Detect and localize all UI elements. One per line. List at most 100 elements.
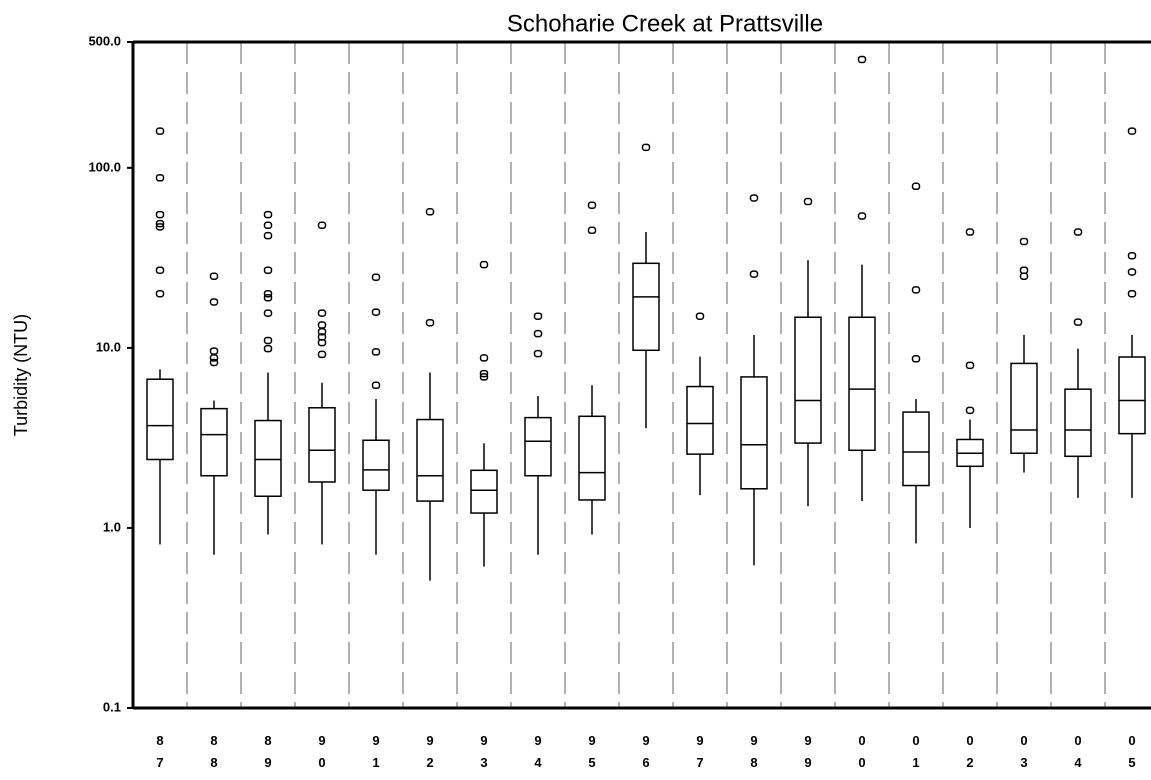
outlier (695, 312, 705, 320)
outlier (155, 210, 165, 219)
outlier (155, 127, 165, 135)
x-tick-label: 04 (1074, 733, 1082, 770)
outlier (263, 231, 273, 240)
box (254, 419, 282, 497)
outlier (587, 201, 597, 209)
outlier (155, 223, 165, 231)
y-axis-label: Turbidity (NTU) (11, 314, 31, 436)
box (686, 385, 714, 455)
outlier (803, 197, 813, 206)
outlier (479, 260, 489, 269)
outlier (533, 349, 543, 358)
outlier (1019, 266, 1029, 274)
outlier (263, 336, 273, 345)
chart-title: Schoharie Creek at Prattsville (507, 10, 823, 37)
box (794, 316, 822, 444)
x-tick-label: 89 (264, 733, 272, 770)
outlier (317, 321, 327, 329)
x-tick-label: 00 (858, 733, 866, 770)
box (848, 316, 876, 452)
y-tick-label: 0.1 (103, 699, 121, 714)
outlier (209, 298, 219, 306)
outlier (911, 286, 921, 294)
box (578, 415, 606, 501)
outlier (209, 354, 219, 362)
x-tick-label: 88 (210, 733, 218, 770)
y-tick-label: 10.0 (96, 339, 121, 354)
outlier (155, 289, 165, 298)
outlier (155, 174, 165, 182)
outlier (965, 228, 975, 236)
y-tick-label: 100.0 (88, 159, 121, 174)
outlier (1073, 228, 1083, 236)
outlier (209, 347, 219, 355)
outlier (911, 182, 921, 191)
outlier (479, 373, 489, 381)
outlier (317, 309, 327, 317)
box (362, 439, 390, 491)
outlier (263, 221, 273, 229)
x-tick-label: 03 (1020, 733, 1028, 770)
box (1064, 388, 1092, 458)
outlier (425, 318, 435, 327)
outlier (371, 308, 381, 316)
y-tick-label: 500.0 (88, 33, 121, 48)
outlier (263, 210, 273, 219)
outlier (155, 266, 165, 274)
outlier (209, 272, 219, 281)
outlier (1019, 272, 1029, 281)
outlier (317, 338, 327, 347)
box (1118, 356, 1146, 435)
outlier (911, 355, 921, 363)
outlier (263, 293, 273, 302)
x-tick-label: 98 (750, 733, 758, 770)
x-tick-label: 91 (372, 733, 380, 770)
outlier (1127, 251, 1137, 260)
outlier (965, 406, 975, 415)
box (902, 411, 930, 487)
outlier (371, 381, 381, 390)
x-tick-label: 97 (696, 733, 704, 770)
outlier (1127, 289, 1137, 298)
outlier (263, 266, 273, 274)
outlier (371, 348, 381, 356)
box (308, 407, 336, 483)
outlier (533, 312, 543, 320)
box (1010, 362, 1038, 454)
x-tick-label: 90 (318, 733, 326, 770)
box (740, 376, 768, 490)
y-tick-label: 1.0 (103, 519, 121, 534)
outlier (1019, 237, 1029, 246)
outlier (155, 219, 165, 228)
outlier (533, 329, 543, 338)
outlier (479, 354, 489, 362)
outlier (263, 344, 273, 353)
box (416, 418, 444, 502)
outlier (479, 369, 489, 378)
outlier (1073, 318, 1083, 326)
box (200, 407, 228, 477)
outlier (425, 208, 435, 216)
outlier (749, 270, 759, 278)
outlier (587, 226, 597, 235)
x-tick-label: 01 (912, 733, 920, 770)
outlier (263, 309, 273, 317)
outlier (371, 273, 381, 281)
x-tick-label: 05 (1128, 733, 1136, 770)
box (632, 262, 660, 352)
x-tick-label: 95 (588, 733, 596, 770)
x-tick-label: 92 (426, 733, 434, 770)
x-tick-label: 94 (534, 733, 542, 770)
outlier (317, 350, 327, 359)
outlier (317, 221, 327, 229)
x-tick-label: 02 (966, 733, 974, 770)
box (524, 416, 552, 477)
outlier (209, 358, 219, 367)
outlier (749, 194, 759, 202)
outlier (965, 361, 975, 370)
box (146, 378, 174, 461)
x-tick-label: 99 (804, 733, 812, 770)
x-tick-label: 96 (642, 733, 650, 770)
outlier (1127, 268, 1137, 276)
